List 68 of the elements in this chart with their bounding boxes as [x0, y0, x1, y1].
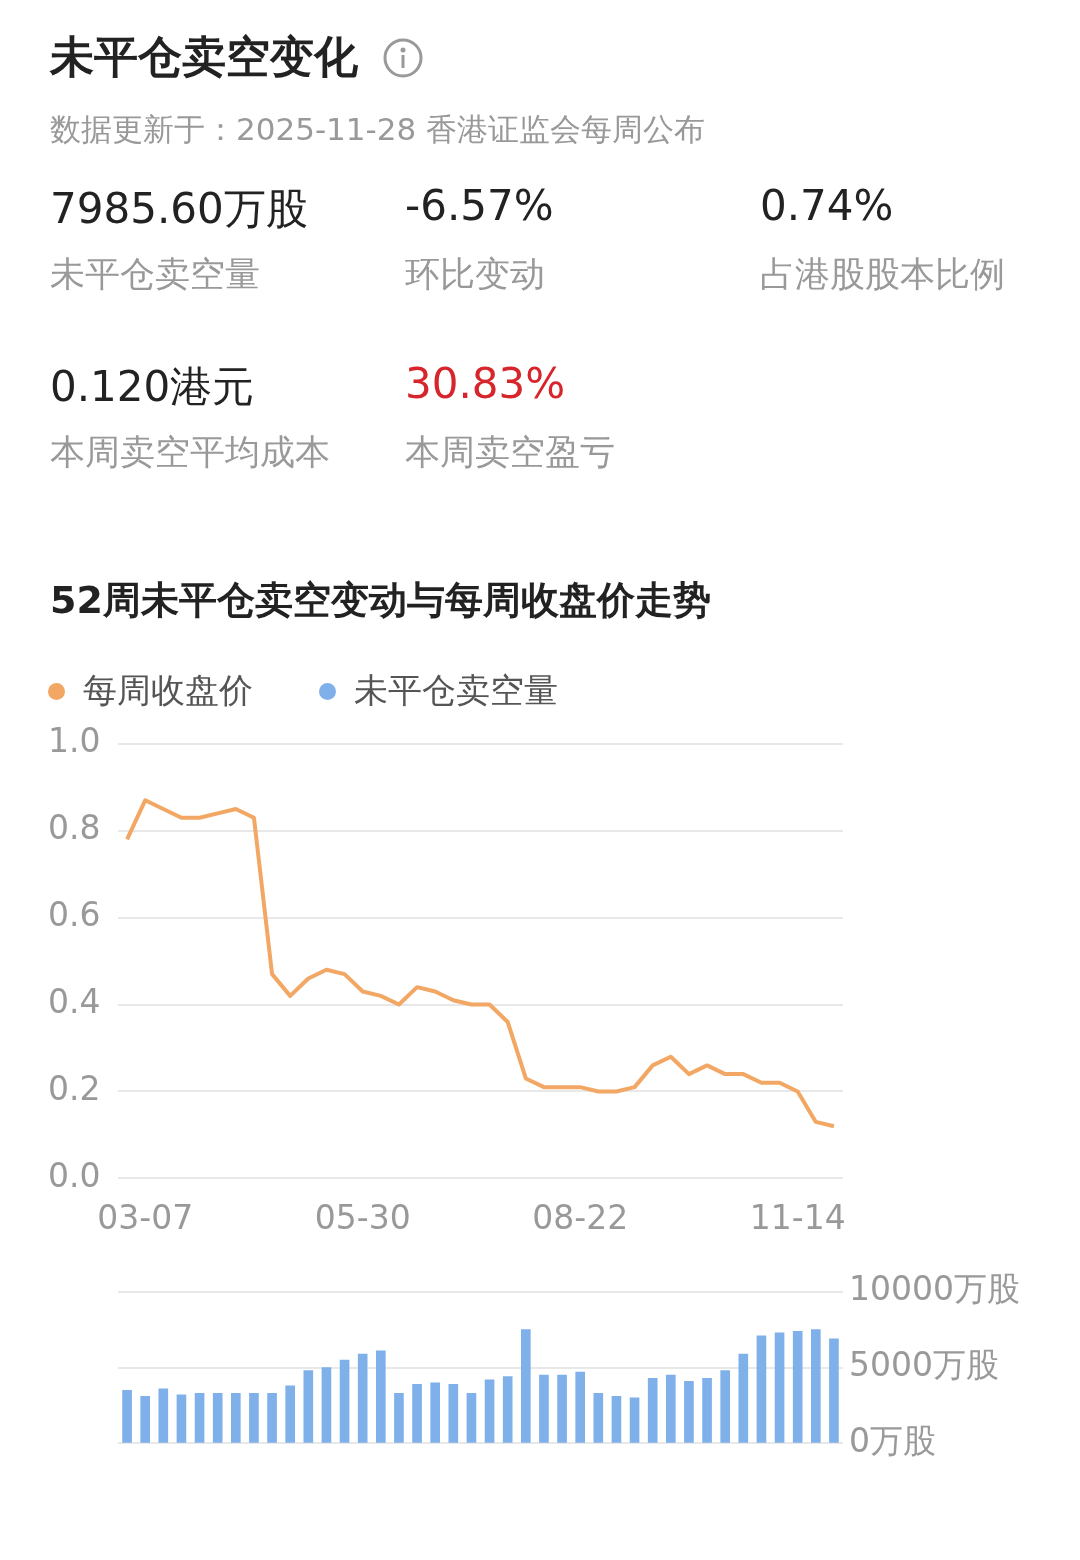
bar [303, 1370, 314, 1443]
text: 7985.60万股 [50, 183, 309, 235]
x-tick-label: 08-22 [532, 1197, 629, 1237]
bar [339, 1359, 350, 1443]
text: 占港股股本比例 [760, 253, 1006, 296]
x-tick-label: 03-07 [97, 1197, 194, 1237]
bar [539, 1374, 549, 1443]
y-tick-label: 0.8 [48, 808, 101, 848]
bar [285, 1385, 296, 1443]
bar [394, 1393, 404, 1443]
legend-label: 每周收盘价 [83, 669, 253, 712]
bar [684, 1380, 694, 1443]
bar [176, 1394, 187, 1443]
text: 未平仓卖空变化 [50, 30, 358, 84]
y-tick-label: 0万股 [849, 1420, 936, 1460]
y-tick-label: 0.4 [48, 982, 101, 1022]
bar [267, 1393, 277, 1443]
bar [212, 1393, 223, 1443]
x-tick-label: 05-30 [314, 1197, 411, 1237]
bar [756, 1335, 767, 1443]
text: 环比变动 [405, 253, 546, 296]
bar [829, 1338, 839, 1443]
x-tick-label: 11-14 [749, 1197, 846, 1237]
bar [810, 1329, 821, 1443]
y-tick-label: 0.6 [48, 895, 101, 935]
y-tick-label: 0.2 [48, 1069, 101, 1109]
bar [484, 1379, 495, 1443]
bar [575, 1371, 586, 1443]
bar [593, 1393, 604, 1443]
bar [702, 1377, 712, 1443]
bar [738, 1353, 749, 1443]
bar [321, 1367, 332, 1443]
bar [720, 1370, 731, 1443]
bar [412, 1383, 422, 1443]
text: 数据更新于：2025-11-28 香港证监会每周公布 [50, 110, 706, 149]
bar [230, 1393, 241, 1443]
y-tick-label: 1.0 [48, 721, 101, 761]
text: 0.120港元 [50, 361, 256, 413]
bar [629, 1397, 640, 1443]
bar [430, 1382, 441, 1443]
bar [502, 1376, 513, 1443]
bar [375, 1350, 386, 1443]
text: 30.83% [405, 359, 567, 410]
text: -6.57% [405, 181, 555, 232]
text: 0.74% [760, 181, 895, 232]
y-tick-label: 5000万股 [849, 1345, 999, 1385]
text: 本周卖空盈亏 [405, 431, 616, 474]
bar [194, 1393, 205, 1443]
bar [774, 1332, 785, 1443]
bar [122, 1390, 132, 1443]
text: 本周卖空平均成本 [50, 431, 331, 474]
bar [249, 1393, 259, 1443]
bar [466, 1393, 477, 1443]
text: 未平仓卖空量 [50, 253, 261, 296]
bar [665, 1374, 676, 1443]
legend-label: 未平仓卖空量 [354, 669, 558, 712]
bar [520, 1329, 531, 1443]
y-tick-label: 0.0 [48, 1155, 101, 1195]
bar [158, 1388, 169, 1443]
chart-title: 52周未平仓卖空变动与每周收盘价走势 [49, 577, 712, 624]
bar [557, 1374, 567, 1443]
bar [792, 1330, 803, 1443]
bar [140, 1396, 151, 1443]
bar [611, 1396, 622, 1443]
bar [357, 1353, 368, 1443]
bar [448, 1383, 459, 1443]
y-tick-label: 10000万股 [849, 1269, 1020, 1309]
bar [647, 1377, 658, 1443]
